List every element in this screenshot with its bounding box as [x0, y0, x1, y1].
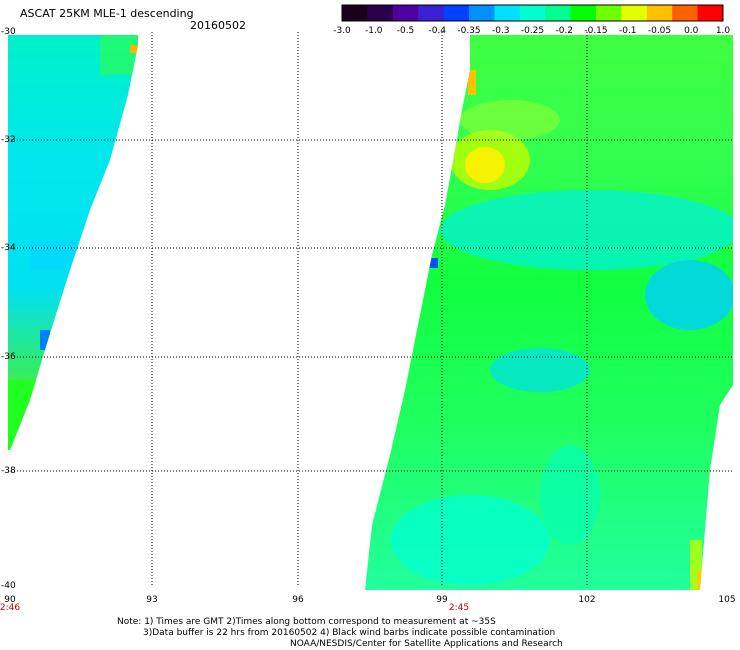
colorbar-swatch — [367, 5, 394, 21]
latitude-label: -36 — [1, 352, 16, 362]
time-label-right: 2:45 — [448, 603, 470, 613]
colorbar-label: -0.25 — [520, 26, 545, 36]
colorbar-label: -0.2 — [555, 26, 574, 36]
colorbar-border — [341, 4, 724, 22]
colorbar-label: -0.35 — [457, 26, 481, 36]
colorbar-swatch — [621, 5, 648, 21]
longitude-label: 99 — [436, 595, 448, 605]
colorbar-label: -0.1 — [618, 26, 637, 36]
map-date: 20160502 — [190, 19, 246, 32]
map-title: ASCAT 25KM MLE-1 descending — [20, 7, 194, 20]
colorbar-swatch — [596, 5, 622, 21]
colorbar-label: -3.0 — [333, 26, 351, 36]
latitude-label: -40 — [1, 581, 16, 591]
time-label-left: 2:46 — [0, 603, 21, 613]
left-swath — [8, 35, 138, 450]
right-swath — [365, 35, 733, 590]
longitude-label: 90 — [4, 595, 16, 605]
colorbar-label: 1.0 — [715, 26, 731, 36]
colorbar-swatch — [494, 5, 521, 21]
latitude-label: -32 — [1, 135, 16, 145]
colorbar-swatch — [545, 5, 572, 21]
latitude-label: -34 — [1, 243, 16, 253]
longitude-label: 102 — [578, 595, 596, 605]
colorbar-swatch — [570, 5, 597, 21]
colorbar-swatch — [646, 5, 673, 21]
colorbar-swatch — [469, 5, 495, 21]
colorbar-label: -0.4 — [428, 26, 447, 36]
colorbar-swatch — [443, 5, 470, 21]
colorbar-label: -0.15 — [584, 26, 608, 36]
note-line-2: 3)Data buffer is 22 hrs from 20160502 4)… — [143, 628, 556, 638]
colorbar-label: -0.5 — [396, 26, 415, 36]
colorbar-swatch — [392, 5, 419, 21]
latitude-label: -38 — [1, 466, 16, 476]
colorbar-swatch — [672, 5, 699, 21]
map-grid — [8, 32, 733, 586]
longitude-label: 93 — [146, 595, 158, 605]
colorbar — [341, 4, 724, 22]
colorbar-label: -0.3 — [491, 26, 510, 36]
colorbar-swatch — [697, 5, 724, 21]
colorbar-swatch — [519, 5, 546, 21]
longitude-label: 105 — [718, 595, 736, 605]
colorbar-label: 0.0 — [684, 26, 699, 36]
note-line-3: NOAA/NESDIS/Center for Satellite Applica… — [290, 639, 563, 649]
colorbar-label: -1.0 — [364, 26, 383, 36]
longitude-label: 96 — [292, 595, 304, 605]
colorbar-swatch — [342, 5, 368, 21]
colorbar-label: -0.05 — [647, 26, 672, 36]
note-line-1: Note: 1) Times are GMT 2)Times along bot… — [117, 617, 496, 627]
latitude-label: -30 — [1, 27, 16, 37]
colorbar-swatch — [418, 5, 445, 21]
